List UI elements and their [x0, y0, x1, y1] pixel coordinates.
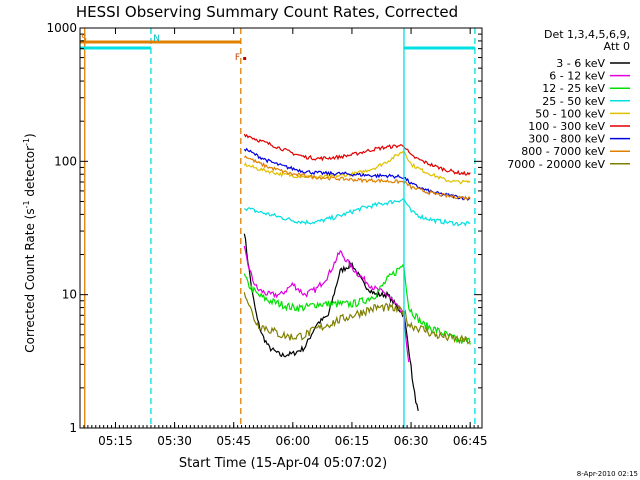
- series-3-line: [244, 198, 471, 227]
- x-tick-label-6: 06:45: [453, 434, 488, 448]
- series-4-line: [243, 151, 471, 185]
- y-label-part2: detector: [23, 146, 37, 201]
- x-tick-label-0: 05:15: [98, 434, 133, 448]
- timestamp: 8-Apr-2010 02:15: [577, 470, 638, 478]
- series-1-line: [243, 245, 410, 363]
- flag-label-n: N: [153, 34, 160, 44]
- y-tick-label-1: 10: [62, 288, 77, 302]
- flag-label-s: S: [81, 34, 87, 44]
- flag-label-f: F: [235, 53, 240, 63]
- legend-label-5: 100 - 300 keV: [528, 120, 605, 133]
- plot-frame: [79, 27, 483, 429]
- y-axis-label: Corrected Count Rate (s-1 detector-1): [22, 133, 37, 352]
- series-0-line: [243, 233, 419, 412]
- x-tick-label-1: 05:30: [157, 434, 192, 448]
- legend-label-6: 300 - 800 keV: [528, 133, 605, 146]
- axes-layer: 05:15 05:30 05:45 06:00 06:15 06:30 06:45 1 10 10…: [46, 21, 487, 448]
- y-tick-label-0: 1: [69, 421, 77, 435]
- legend-label-4: 50 - 100 keV: [535, 107, 605, 120]
- flags-layer: S N F: [80, 34, 475, 63]
- legend-header-1: Att 0: [604, 40, 630, 53]
- legend-label-0: 3 - 6 keV: [556, 57, 605, 70]
- x-tick-label-2: 05:45: [216, 434, 251, 448]
- legend-label-1: 6 - 12 keV: [549, 70, 605, 83]
- series-5-line: [243, 133, 471, 176]
- flag-marker-dot: [243, 57, 247, 60]
- legend-label-2: 12 - 25 keV: [542, 82, 605, 95]
- legend-label-3: 25 - 50 keV: [542, 95, 605, 108]
- series-2-line: [243, 263, 471, 345]
- chart-title: HESSI Observing Summary Count Rates, Cor…: [76, 3, 458, 21]
- series-7-line: [243, 155, 471, 201]
- series-layer: [243, 133, 471, 412]
- x-tick-label-4: 06:15: [335, 434, 370, 448]
- y-label-sup2: -1: [22, 138, 31, 146]
- y-label-part3: ): [23, 133, 37, 138]
- x-tick-label-3: 06:00: [276, 434, 311, 448]
- markers-layer: [84, 28, 476, 428]
- legend-label-8: 7000 - 20000 keV: [507, 158, 605, 171]
- series-8-line: [243, 292, 471, 345]
- y-label-sup1: -1: [22, 200, 31, 208]
- x-axis-label: Start Time (15-Apr-04 05:07:02): [179, 456, 387, 471]
- y-label-part1: Corrected Count Rate (s: [23, 208, 37, 352]
- y-tick-label-2: 100: [54, 154, 77, 168]
- svg-text:Corrected Count Rate (s-1 dete: Corrected Count Rate (s-1 detector-1): [22, 133, 37, 352]
- y-tick-label-3: 1000: [46, 21, 77, 35]
- legend-label-7: 800 - 7000 keV: [521, 145, 605, 158]
- x-tick-label-5: 06:30: [394, 434, 429, 448]
- legend-header-0: Det 1,3,4,5,6,9,: [544, 28, 630, 41]
